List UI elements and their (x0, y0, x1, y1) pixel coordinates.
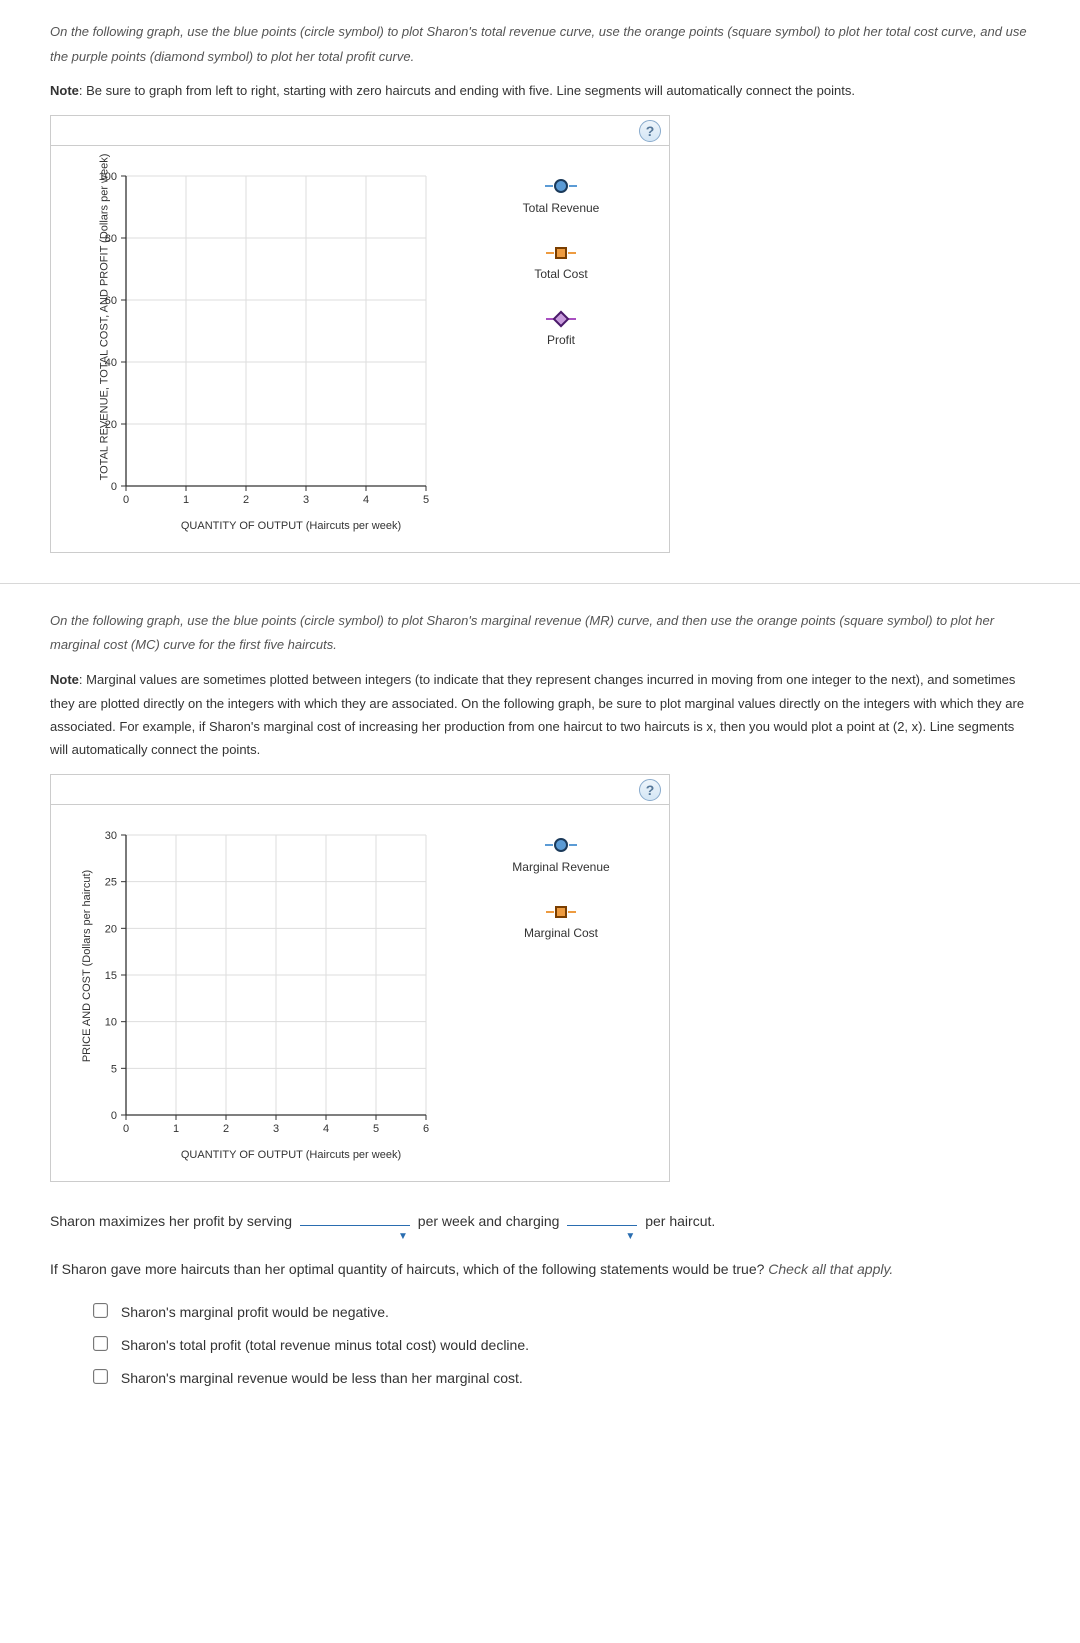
chart-panel-2: ? PRICE AND COST (Dollars per haircut) 0… (50, 774, 670, 1182)
chart2-plot[interactable]: 0 1 2 3 4 5 6 0 5 10 15 20 25 30 (81, 830, 431, 1145)
check-option-1[interactable]: Sharon's marginal profit would be negati… (90, 1301, 1030, 1320)
checkbox-3[interactable] (93, 1369, 108, 1384)
svg-text:20: 20 (105, 923, 117, 935)
check-label-3: Sharon's marginal revenue would be less … (121, 1370, 523, 1386)
check-label-1: Sharon's marginal profit would be negati… (121, 1304, 389, 1320)
followup-question: If Sharon gave more haircuts than her op… (50, 1255, 1030, 1283)
dropdown-quantity[interactable]: ▼ (300, 1225, 410, 1226)
chart-toolbar-1: ? (51, 116, 669, 146)
svg-text:4: 4 (323, 1123, 329, 1135)
note-1: Note: Be sure to graph from left to righ… (50, 79, 1030, 102)
svg-text:25: 25 (105, 876, 117, 888)
svg-text:3: 3 (273, 1123, 279, 1135)
check-label-2: Sharon's total profit (total revenue min… (121, 1337, 529, 1353)
chart1-xlabel: QUANTITY OF OUTPUT (Haircuts per week) (111, 520, 471, 532)
chart1-plot[interactable]: 012345020406080100 (81, 171, 431, 516)
svg-text:3: 3 (303, 494, 309, 506)
svg-text:15: 15 (105, 970, 117, 982)
checkbox-1[interactable] (93, 1303, 108, 1318)
chart2-legend: Marginal Revenue Marginal Cost (481, 805, 651, 1181)
svg-text:5: 5 (373, 1123, 379, 1135)
svg-text:6: 6 (423, 1123, 429, 1135)
instructions-2: On the following graph, use the blue poi… (50, 609, 1030, 658)
check-option-2[interactable]: Sharon's total profit (total revenue min… (90, 1334, 1030, 1353)
svg-text:2: 2 (243, 494, 249, 506)
chart-panel-1: ? TOTAL REVENUE, TOTAL COST, AND PROFIT … (50, 115, 670, 553)
help-button[interactable]: ? (639, 120, 661, 142)
note-2: Note: Marginal values are sometimes plot… (50, 668, 1030, 762)
svg-text:0: 0 (123, 1123, 129, 1135)
dropdown-price[interactable]: ▼ (567, 1225, 637, 1226)
svg-text:4: 4 (363, 494, 369, 506)
chart-toolbar-2: ? (51, 775, 669, 805)
instructions-1: On the following graph, use the blue poi… (50, 20, 1030, 69)
chart1-legend: Total Revenue Total Cost Profit (481, 146, 651, 552)
chart2-ylabel: PRICE AND COST (Dollars per haircut) (81, 870, 93, 1062)
legend-total-cost[interactable]: Total Cost (491, 243, 631, 281)
svg-text:5: 5 (111, 1063, 117, 1075)
chart1-ylabel: TOTAL REVENUE, TOTAL COST, AND PROFIT (D… (98, 153, 110, 480)
divider (0, 583, 1080, 584)
help-button[interactable]: ? (639, 779, 661, 801)
chart2-xlabel: QUANTITY OF OUTPUT (Haircuts per week) (111, 1149, 471, 1161)
legend-marginal-cost[interactable]: Marginal Cost (491, 902, 631, 940)
svg-text:2: 2 (223, 1123, 229, 1135)
svg-text:0: 0 (111, 1110, 117, 1122)
svg-text:5: 5 (423, 494, 429, 506)
svg-text:1: 1 (173, 1123, 179, 1135)
checkbox-2[interactable] (93, 1336, 108, 1351)
svg-text:0: 0 (111, 481, 117, 493)
svg-text:10: 10 (105, 1016, 117, 1028)
check-option-3[interactable]: Sharon's marginal revenue would be less … (90, 1367, 1030, 1386)
legend-marginal-revenue[interactable]: Marginal Revenue (491, 835, 631, 874)
svg-text:1: 1 (183, 494, 189, 506)
checkbox-group: Sharon's marginal profit would be negati… (50, 1301, 1030, 1386)
svg-text:0: 0 (123, 494, 129, 506)
legend-profit[interactable]: Profit (491, 309, 631, 347)
svg-text:30: 30 (105, 830, 117, 842)
legend-total-revenue[interactable]: Total Revenue (491, 176, 631, 215)
fill-in-sentence: Sharon maximizes her profit by serving ▼… (50, 1207, 1030, 1235)
